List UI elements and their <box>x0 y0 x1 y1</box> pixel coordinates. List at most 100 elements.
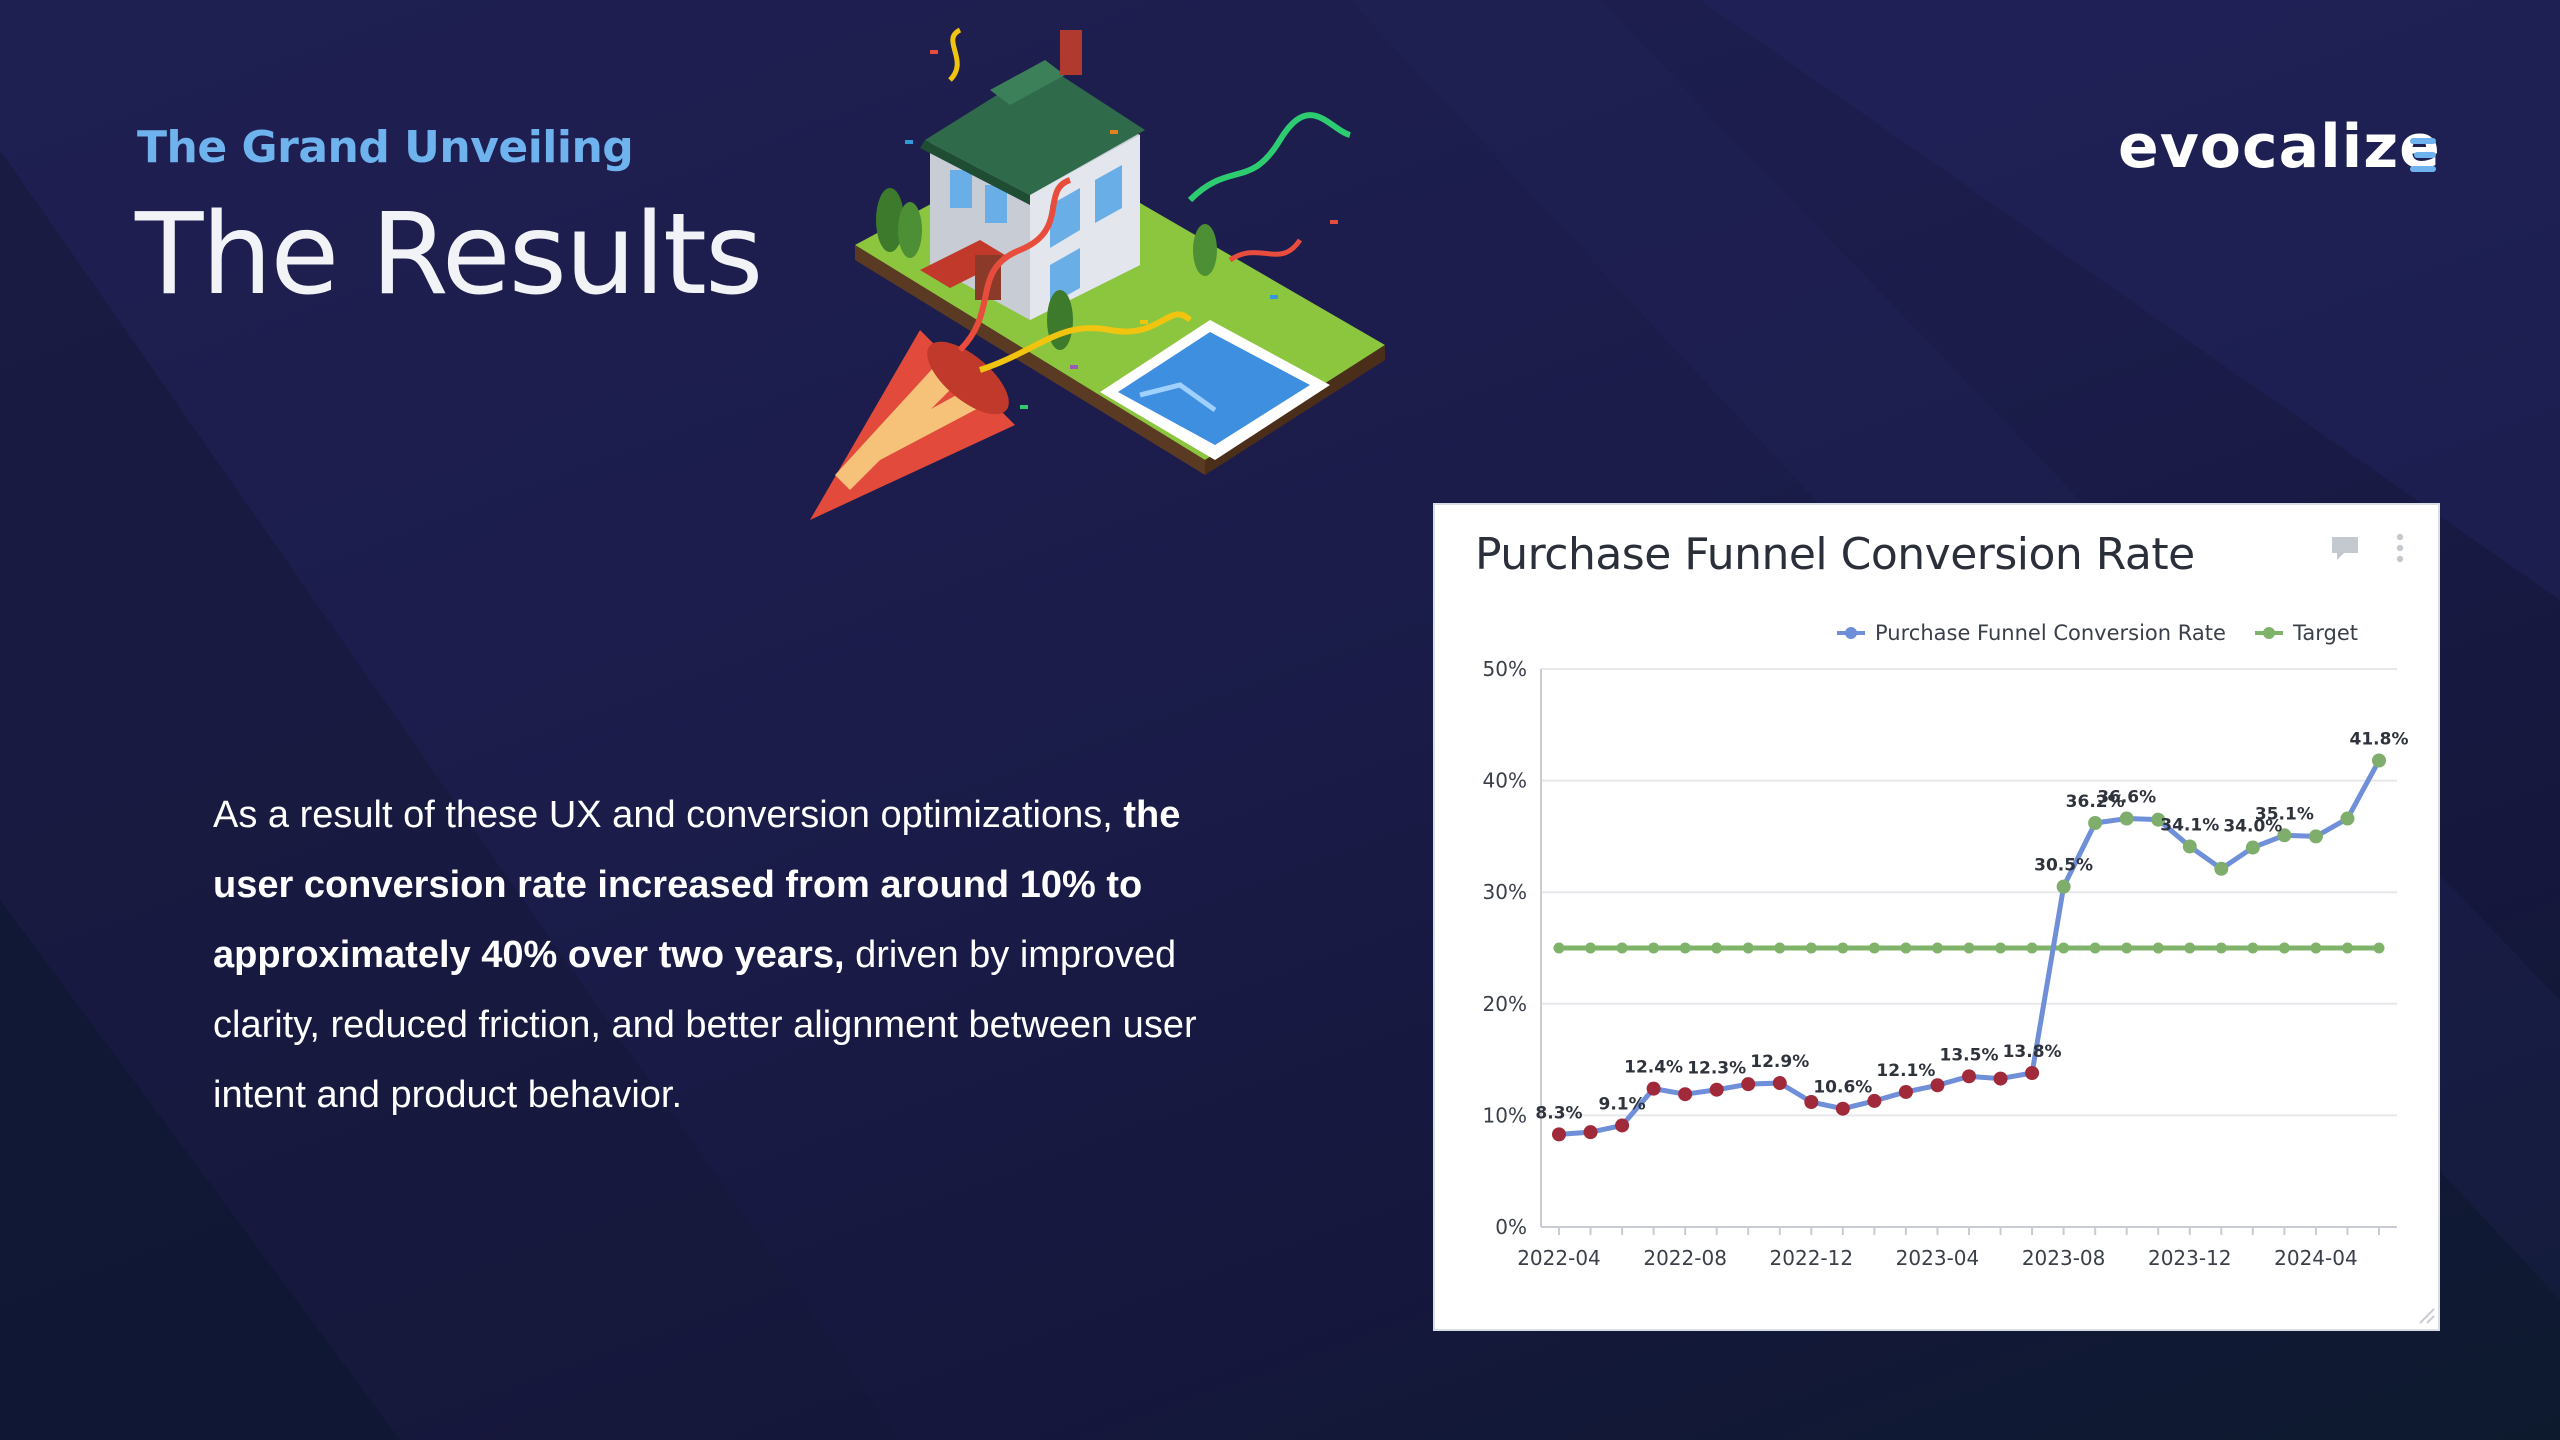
target-point <box>1900 942 1912 954</box>
target-point <box>1553 942 1565 954</box>
data-label: 9.1% <box>1598 1094 1645 1114</box>
conversion-point <box>1646 1081 1661 1096</box>
target-point <box>2373 942 2385 954</box>
target-point <box>2310 942 2322 954</box>
x-tick-label: 2024-04 <box>2274 1246 2358 1270</box>
x-tick-label: 2023-04 <box>1896 1246 1980 1270</box>
target-point <box>2184 942 2196 954</box>
y-tick-label: 0% <box>1495 1215 1527 1239</box>
target-point <box>1711 942 1723 954</box>
conversion-point <box>1615 1118 1630 1133</box>
resize-grip-icon <box>2419 1308 2435 1324</box>
x-tick-label: 2022-08 <box>1643 1246 1727 1270</box>
conversion-point <box>1993 1071 2008 1086</box>
conversion-point <box>2025 1065 2040 1080</box>
x-tick-label: 2023-12 <box>2148 1246 2232 1270</box>
data-label: 41.8% <box>2350 730 2409 750</box>
conversion-point <box>2372 753 2386 768</box>
data-label: 36.6% <box>2097 788 2156 808</box>
target-point <box>2278 942 2290 954</box>
target-point <box>1648 942 1660 954</box>
target-point <box>2121 942 2133 954</box>
conversion-point <box>1835 1101 1850 1116</box>
data-label: 35.1% <box>2255 804 2314 824</box>
conversion-point <box>1741 1077 1756 1092</box>
conversion-point <box>1552 1127 1566 1142</box>
legend-swatch-marker <box>2263 627 2275 639</box>
body-highlight-text: the user conversion rate increased from … <box>213 794 1181 976</box>
logo-lines-icon <box>2410 138 2436 172</box>
target-point <box>2089 942 2101 954</box>
brand-logo: evocalize <box>2118 112 2441 182</box>
x-tick-label: 2022-04 <box>1517 1246 1601 1270</box>
data-label: 12.9% <box>1750 1052 1809 1072</box>
body-rest-text: driven by improved clarity, reduced fric… <box>213 934 1197 1116</box>
data-label: 13.8% <box>2003 1042 2062 1062</box>
results-description: As a result of these UX and conversion o… <box>213 780 1233 1130</box>
target-point <box>1774 942 1786 954</box>
target-point <box>1805 942 1817 954</box>
target-point <box>2026 942 2038 954</box>
target-point <box>1931 942 1943 954</box>
data-label: 8.3% <box>1535 1103 1582 1123</box>
data-label: 10.6% <box>1813 1078 1872 1098</box>
conversion-point <box>1867 1093 1882 1108</box>
target-point <box>1679 942 1691 954</box>
chart-title: Purchase Funnel Conversion Rate <box>1475 529 2195 580</box>
section-eyebrow: The Grand Unveiling <box>137 122 634 173</box>
data-label: 12.3% <box>1687 1059 1746 1079</box>
conversion-point <box>1930 1078 1945 1093</box>
conversion-point <box>2245 840 2260 855</box>
conversion-point <box>2119 811 2134 826</box>
conversion-line-chart: 0% 10% 20% 30% 40% 50% 2022-04 2022-08 2022-12 20… <box>1483 621 2435 1324</box>
y-tick-label: 30% <box>1483 880 1527 904</box>
y-tick-label: 40% <box>1483 769 1527 793</box>
x-tick-label: 2023-08 <box>2022 1246 2106 1270</box>
conversion-point <box>2308 829 2323 844</box>
conversion-point <box>2182 839 2197 854</box>
y-tick-label: 10% <box>1483 1103 1527 1127</box>
conversion-point <box>2340 811 2355 826</box>
target-point <box>2341 942 2353 954</box>
chart-card: Purchase Funnel Conversion Rate 0% 10% 20%… <box>1433 503 2440 1331</box>
more-vertical-icon[interactable] <box>2396 533 2404 563</box>
target-point <box>1963 942 1975 954</box>
conversion-point <box>1804 1095 1819 1110</box>
data-label: 30.5% <box>2034 856 2093 876</box>
data-label: 13.5% <box>1940 1045 1999 1065</box>
y-tick-label: 20% <box>1483 992 1527 1016</box>
conversion-point <box>2056 879 2071 894</box>
data-label: 34.1% <box>2160 815 2219 835</box>
x-tick-label: 2022-12 <box>1770 1246 1854 1270</box>
target-point <box>1585 942 1597 954</box>
conversion-point <box>1962 1069 1976 1084</box>
conversion-point <box>1583 1125 1598 1140</box>
target-point <box>2247 942 2259 954</box>
target-point <box>2215 942 2227 954</box>
target-point <box>2152 942 2164 954</box>
target-point <box>1868 942 1880 954</box>
conversion-point <box>1678 1087 1693 1102</box>
legend-entry-target: Target <box>2292 621 2358 645</box>
conversion-point <box>1709 1082 1724 1097</box>
data-label: 12.1% <box>1876 1061 1935 1081</box>
data-label: 34.0% <box>2223 817 2282 837</box>
conversion-point <box>2088 816 2103 831</box>
celebration-house-illustration <box>810 27 1385 520</box>
target-point <box>1616 942 1628 954</box>
conversion-point <box>1898 1084 1913 1099</box>
target-point <box>1837 942 1849 954</box>
data-label: 12.4% <box>1624 1058 1683 1078</box>
comment-icon[interactable] <box>2330 535 2360 561</box>
conversion-point <box>2277 828 2292 843</box>
conversion-point <box>1772 1076 1787 1091</box>
target-point <box>1742 942 1754 954</box>
legend-entry-conversion: Purchase Funnel Conversion Rate <box>1875 621 2226 645</box>
target-point <box>1995 942 2007 954</box>
target-point <box>2058 942 2070 954</box>
legend-swatch-marker <box>1845 627 1857 639</box>
page-title: The Results <box>135 190 763 320</box>
conversion-point <box>2151 812 2166 827</box>
conversion-point <box>2214 861 2229 876</box>
y-tick-label: 50% <box>1483 657 1527 681</box>
